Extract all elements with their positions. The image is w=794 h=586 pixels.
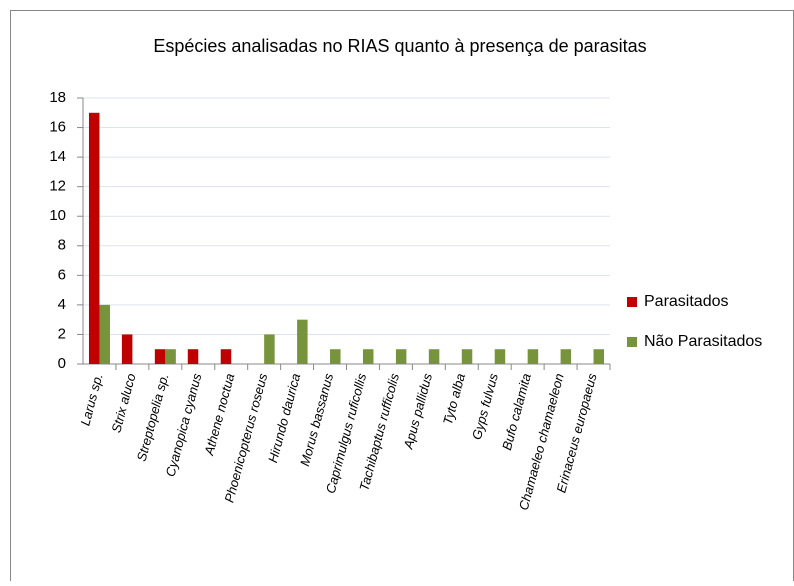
bar bbox=[88, 112, 100, 365]
bar bbox=[527, 349, 539, 364]
chart-border bbox=[10, 10, 794, 586]
bar bbox=[154, 349, 166, 364]
bar bbox=[593, 349, 605, 364]
bar bbox=[560, 349, 572, 364]
bar bbox=[165, 349, 176, 364]
bar bbox=[330, 349, 341, 364]
y-tick-label: 12 bbox=[49, 178, 66, 195]
bar bbox=[297, 319, 308, 364]
y-tick-label: 16 bbox=[49, 119, 66, 136]
bar bbox=[220, 349, 232, 364]
bar bbox=[187, 349, 199, 364]
legend-label: Parasitados bbox=[644, 293, 729, 310]
legend-swatch bbox=[627, 297, 637, 307]
legend-swatch bbox=[627, 337, 637, 347]
y-tick-label: 4 bbox=[58, 296, 66, 313]
y-tick-label: 0 bbox=[58, 355, 66, 372]
bar bbox=[362, 349, 374, 364]
legend-label: Não Parasitados bbox=[644, 333, 762, 350]
y-tick-label: 14 bbox=[49, 148, 66, 165]
bar bbox=[121, 334, 133, 364]
y-tick-label: 6 bbox=[58, 266, 66, 283]
chart-title: Espécies analisadas no RIAS quanto à pre… bbox=[153, 36, 646, 56]
bar bbox=[99, 304, 110, 364]
bar bbox=[395, 349, 407, 364]
y-tick-label: 18 bbox=[49, 89, 66, 106]
y-tick-label: 8 bbox=[58, 237, 66, 254]
bar bbox=[494, 349, 506, 364]
bar bbox=[461, 349, 473, 364]
bar bbox=[264, 334, 275, 364]
bar bbox=[428, 349, 440, 364]
y-tick-label: 10 bbox=[49, 207, 66, 224]
y-tick-label: 2 bbox=[58, 325, 66, 342]
